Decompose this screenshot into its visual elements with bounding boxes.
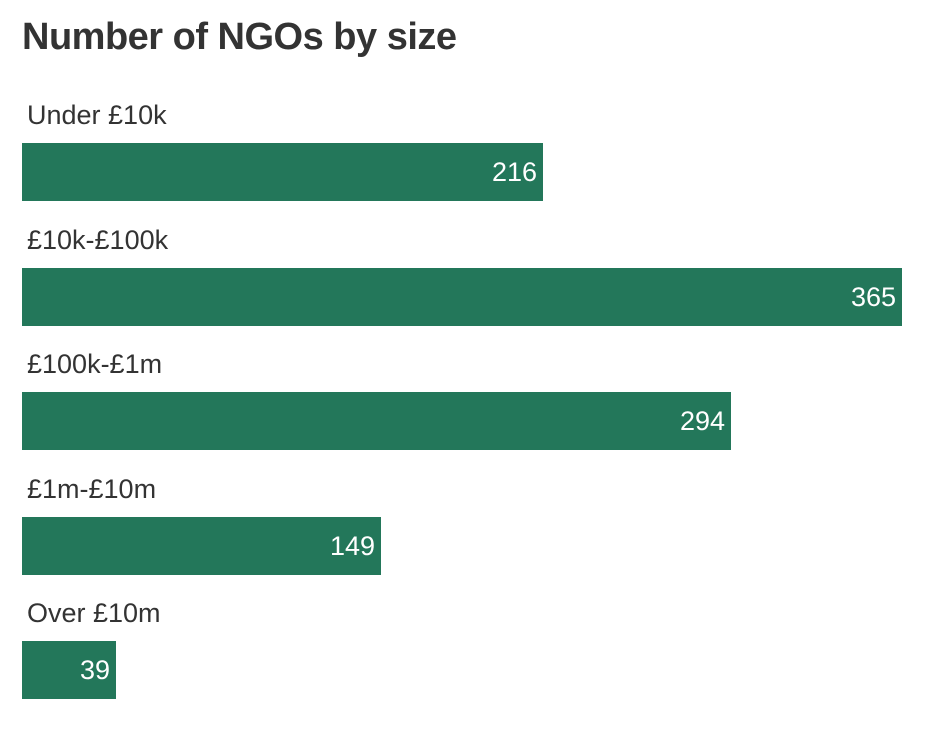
- bar-value-label: 216: [491, 157, 537, 187]
- bar-group: £10k-£100k 365: [22, 220, 902, 326]
- bar: 39: [22, 641, 116, 699]
- bar-value-label: 149: [329, 530, 375, 561]
- bar: 294: [22, 392, 731, 450]
- category-label: Under £10k: [27, 100, 167, 130]
- bar-group: £100k-£1m 294: [22, 344, 902, 450]
- bar-track: 39: [22, 641, 902, 699]
- bar: 216: [22, 143, 543, 201]
- bar-value-label: 39: [79, 655, 110, 685]
- bar: 149: [22, 516, 381, 575]
- bar-group: Over £10m 39: [22, 593, 902, 699]
- bar-group: £1m-£10m 149: [22, 469, 902, 575]
- category-label: Over £10m: [27, 598, 161, 628]
- bar-value-label: 294: [679, 406, 725, 436]
- category-label: £1m-£10m: [27, 473, 157, 504]
- bar-track: 294: [22, 392, 902, 450]
- chart-title: Number of NGOs by size: [22, 16, 457, 58]
- category-label: £100k-£1m: [27, 349, 163, 379]
- category-label: £10k-£100k: [27, 224, 169, 255]
- bar: 365: [22, 267, 902, 326]
- bar-group: Under £10k 216: [22, 95, 902, 201]
- bar-track: 216: [22, 143, 902, 201]
- bar-track: 365: [22, 267, 902, 326]
- bar-track: 149: [22, 516, 902, 575]
- bar-value-label: 365: [850, 281, 896, 312]
